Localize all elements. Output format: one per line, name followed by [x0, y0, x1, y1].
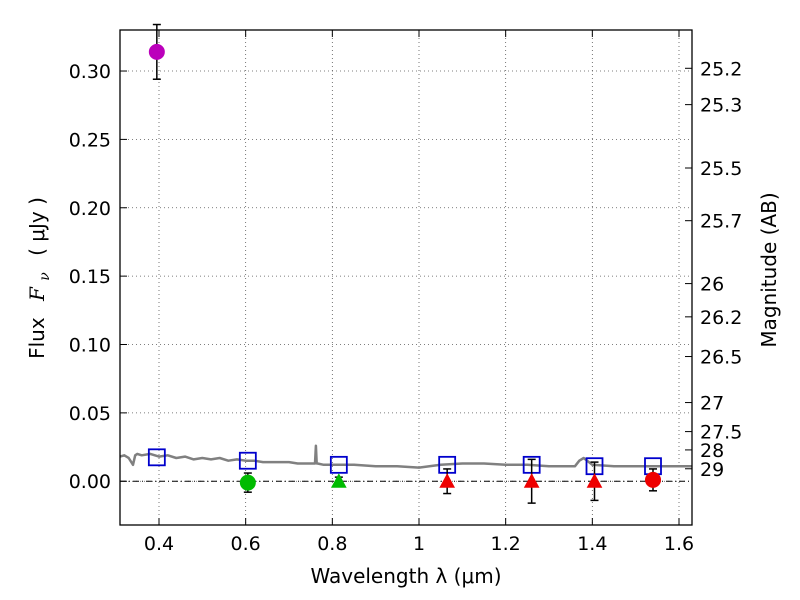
y-tick-label: 0.20: [69, 198, 111, 220]
svg-text:Flux F ν ( μ: Flux F ν ( μJy ): [25, 197, 54, 359]
model-photometry-square: [329, 455, 348, 474]
upper-limit-triangle: [330, 473, 347, 488]
model-photometry-square: [238, 451, 257, 470]
x-tick-label: 0.8: [317, 533, 347, 555]
y-axis-label-right: Magnitude (AB): [757, 192, 781, 347]
magnitude-tick-label: 25.3: [700, 95, 742, 117]
y-label-unit: ( μJy ): [25, 197, 49, 256]
upper-limit-triangle: [523, 473, 540, 488]
magnitude-tick-label: 27.5: [700, 422, 742, 444]
upper-limit-triangle: [439, 473, 456, 488]
magnitude-tick-label: 25.5: [700, 158, 742, 180]
ticks: 0.4 0.6 0.8 1 1.2 1.4 1.6 0.00 0.05 0.10 0.15 0.20 0…: [69, 30, 742, 555]
x-tick-label: 0.4: [144, 533, 174, 555]
magnitude-tick-label: 29: [700, 459, 724, 481]
magnitude-tick-label: 25.7: [700, 211, 742, 233]
magnitude-tick-label: 26: [700, 274, 724, 296]
x-tick-label: 1.4: [577, 533, 607, 555]
y-tick-label: 0.00: [69, 471, 111, 493]
magnitude-tick-label: 25.2: [700, 58, 742, 80]
y-label-symbol: F: [25, 286, 49, 302]
magnitude-tick-label: 26.2: [700, 307, 742, 329]
y-axis-label-left: Flux F ν ( μJy ): [25, 197, 54, 359]
magnitude-axis-label: Magnitude (AB): [757, 192, 781, 347]
magnitude-tick-label: 27: [700, 393, 724, 415]
x-tick-label: 0.6: [231, 533, 261, 555]
y-tick-label: 0.30: [69, 61, 111, 83]
upper-limit-triangle: [586, 473, 603, 488]
y-label-subscript: ν: [37, 272, 53, 281]
x-tick-label: 1: [413, 533, 425, 555]
magnitude-tick-label: 26.5: [700, 347, 742, 369]
y-tick-label: 0.10: [69, 335, 111, 357]
x-tick-label: 1.2: [491, 533, 521, 555]
detection-point: [645, 471, 661, 488]
plot-frame: [119, 29, 693, 526]
x-tick-label: 1.6: [664, 533, 694, 555]
magnitude-tick-label: 28: [700, 440, 724, 462]
model-photometry-square: [147, 448, 166, 467]
x-axis-label: Wavelength λ (μm): [310, 564, 501, 588]
detection-point: [239, 474, 256, 491]
detection-point: [148, 43, 165, 60]
y-tick-label: 0.05: [69, 403, 111, 425]
y-tick-label: 0.15: [69, 266, 111, 288]
y-tick-label: 0.25: [69, 129, 111, 151]
y-label-flux-word: Flux: [25, 317, 49, 359]
series-layer: [119, 23, 692, 504]
